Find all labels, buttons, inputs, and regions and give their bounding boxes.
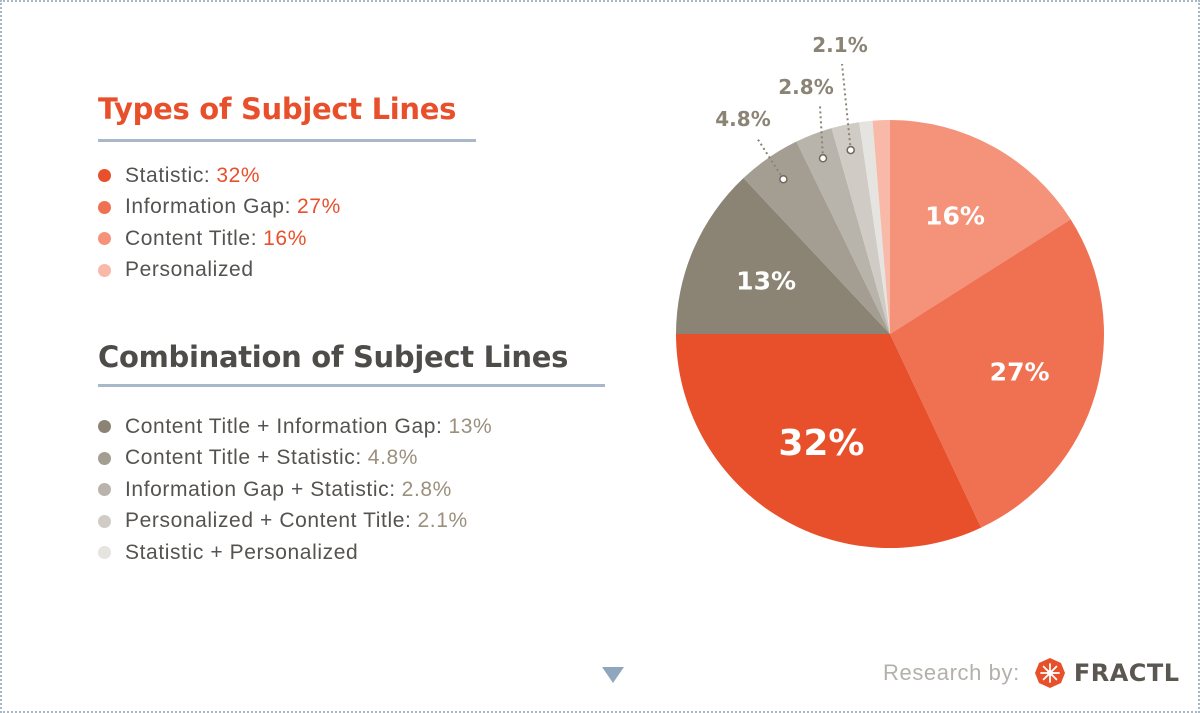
legend-label: Information Gap: bbox=[125, 195, 292, 219]
pie-slice bbox=[890, 120, 1071, 334]
legend-value: 16% bbox=[263, 226, 307, 250]
pie-callout-label: 4.8% bbox=[715, 107, 770, 131]
legend-label: Statistic: bbox=[125, 163, 211, 187]
legend-value: 27% bbox=[297, 195, 341, 219]
combinations-legend-item: Statistic + Personalized bbox=[98, 537, 492, 569]
combinations-legend-item: Information Gap + Statistic: 2.8% bbox=[98, 474, 492, 506]
combinations-legend-item: Content Title + Statistic: 4.8% bbox=[98, 443, 492, 475]
legend-swatch bbox=[98, 420, 111, 434]
callout-anchor-dot bbox=[779, 174, 788, 184]
combinations-heading-underline bbox=[98, 384, 605, 387]
fractl-logo-icon bbox=[1034, 658, 1065, 688]
pie-slice-label: 32% bbox=[778, 423, 864, 464]
legend-value: 4.8% bbox=[367, 446, 419, 470]
pie-slice-label: 16% bbox=[925, 202, 985, 231]
research-credit: Research by: FRACTL bbox=[883, 656, 1180, 690]
legend-label: Content Title + Statistic: bbox=[125, 446, 362, 470]
types-legend-item: Information Gap: 27% bbox=[98, 192, 341, 224]
types-heading: Types of Subject Lines bbox=[98, 92, 457, 126]
legend-value: 32% bbox=[216, 163, 261, 187]
legend-swatch bbox=[98, 483, 111, 497]
legend-value: 13% bbox=[448, 414, 493, 438]
legend-swatch bbox=[98, 232, 111, 246]
callout-anchor-dot bbox=[846, 145, 855, 155]
down-arrow-icon[interactable] bbox=[600, 665, 626, 685]
pie-callout-label: 2.8% bbox=[778, 75, 833, 99]
credit-label: Research by: bbox=[883, 660, 1020, 685]
pie-slice bbox=[743, 141, 890, 334]
legend-label: Content Title + Information Gap: bbox=[125, 414, 443, 438]
legend-label: Personalized bbox=[125, 258, 254, 282]
pie-slice bbox=[872, 120, 890, 334]
legend-label: Statistic + Personalized bbox=[125, 540, 359, 564]
legend-swatch bbox=[98, 514, 111, 528]
types-legend-item: Content Title: 16% bbox=[98, 223, 341, 255]
types-heading-underline bbox=[98, 139, 476, 142]
types-legend-item: Statistic: 32% bbox=[98, 160, 341, 192]
pie-labels: 16% 27% 32% 13% bbox=[736, 202, 1049, 464]
combinations-legend-item: Personalized + Content Title: 2.1% bbox=[98, 506, 492, 538]
types-legend-item: Personalized bbox=[98, 255, 341, 287]
brand-name: FRACTL bbox=[1073, 659, 1180, 687]
legend-value: 2.8% bbox=[401, 477, 452, 501]
legend-swatch bbox=[98, 169, 111, 183]
pie-slice bbox=[831, 122, 890, 334]
legend-value: 2.1% bbox=[417, 509, 468, 533]
pie-slice-label: 13% bbox=[736, 266, 796, 295]
pie-slice bbox=[796, 128, 890, 334]
pie-callout-label: 2.1% bbox=[812, 33, 867, 57]
legend-label: Information Gap + Statistic: bbox=[125, 477, 396, 501]
combinations-legend: Content Title + Information Gap: 13% Conte… bbox=[98, 411, 492, 569]
combinations-legend-item: Content Title + Information Gap: 13% bbox=[98, 411, 492, 443]
callout-leader-line bbox=[756, 137, 785, 180]
pie-slice bbox=[676, 178, 890, 334]
legend-swatch bbox=[98, 546, 111, 560]
pie-callouts: 4.8% 2.8% 2.1% bbox=[715, 33, 868, 184]
pie-slice bbox=[890, 219, 1105, 528]
legend-label: Content Title: bbox=[125, 226, 258, 250]
types-legend: Statistic: 32% Information Gap: 27% Content … bbox=[98, 160, 341, 286]
legend-label: Personalized + Content Title: bbox=[125, 509, 412, 533]
callout-anchor-dot bbox=[818, 154, 828, 163]
legend-swatch bbox=[98, 263, 111, 277]
callout-leader-line bbox=[819, 105, 824, 159]
pie-slice-label: 27% bbox=[990, 358, 1050, 387]
pie-slices bbox=[676, 120, 1105, 548]
legend-swatch bbox=[98, 200, 111, 214]
combinations-heading: Combination of Subject Lines bbox=[98, 340, 569, 374]
pie-slice bbox=[859, 120, 890, 335]
legend-swatch bbox=[98, 451, 111, 465]
pie-slice bbox=[676, 334, 982, 548]
